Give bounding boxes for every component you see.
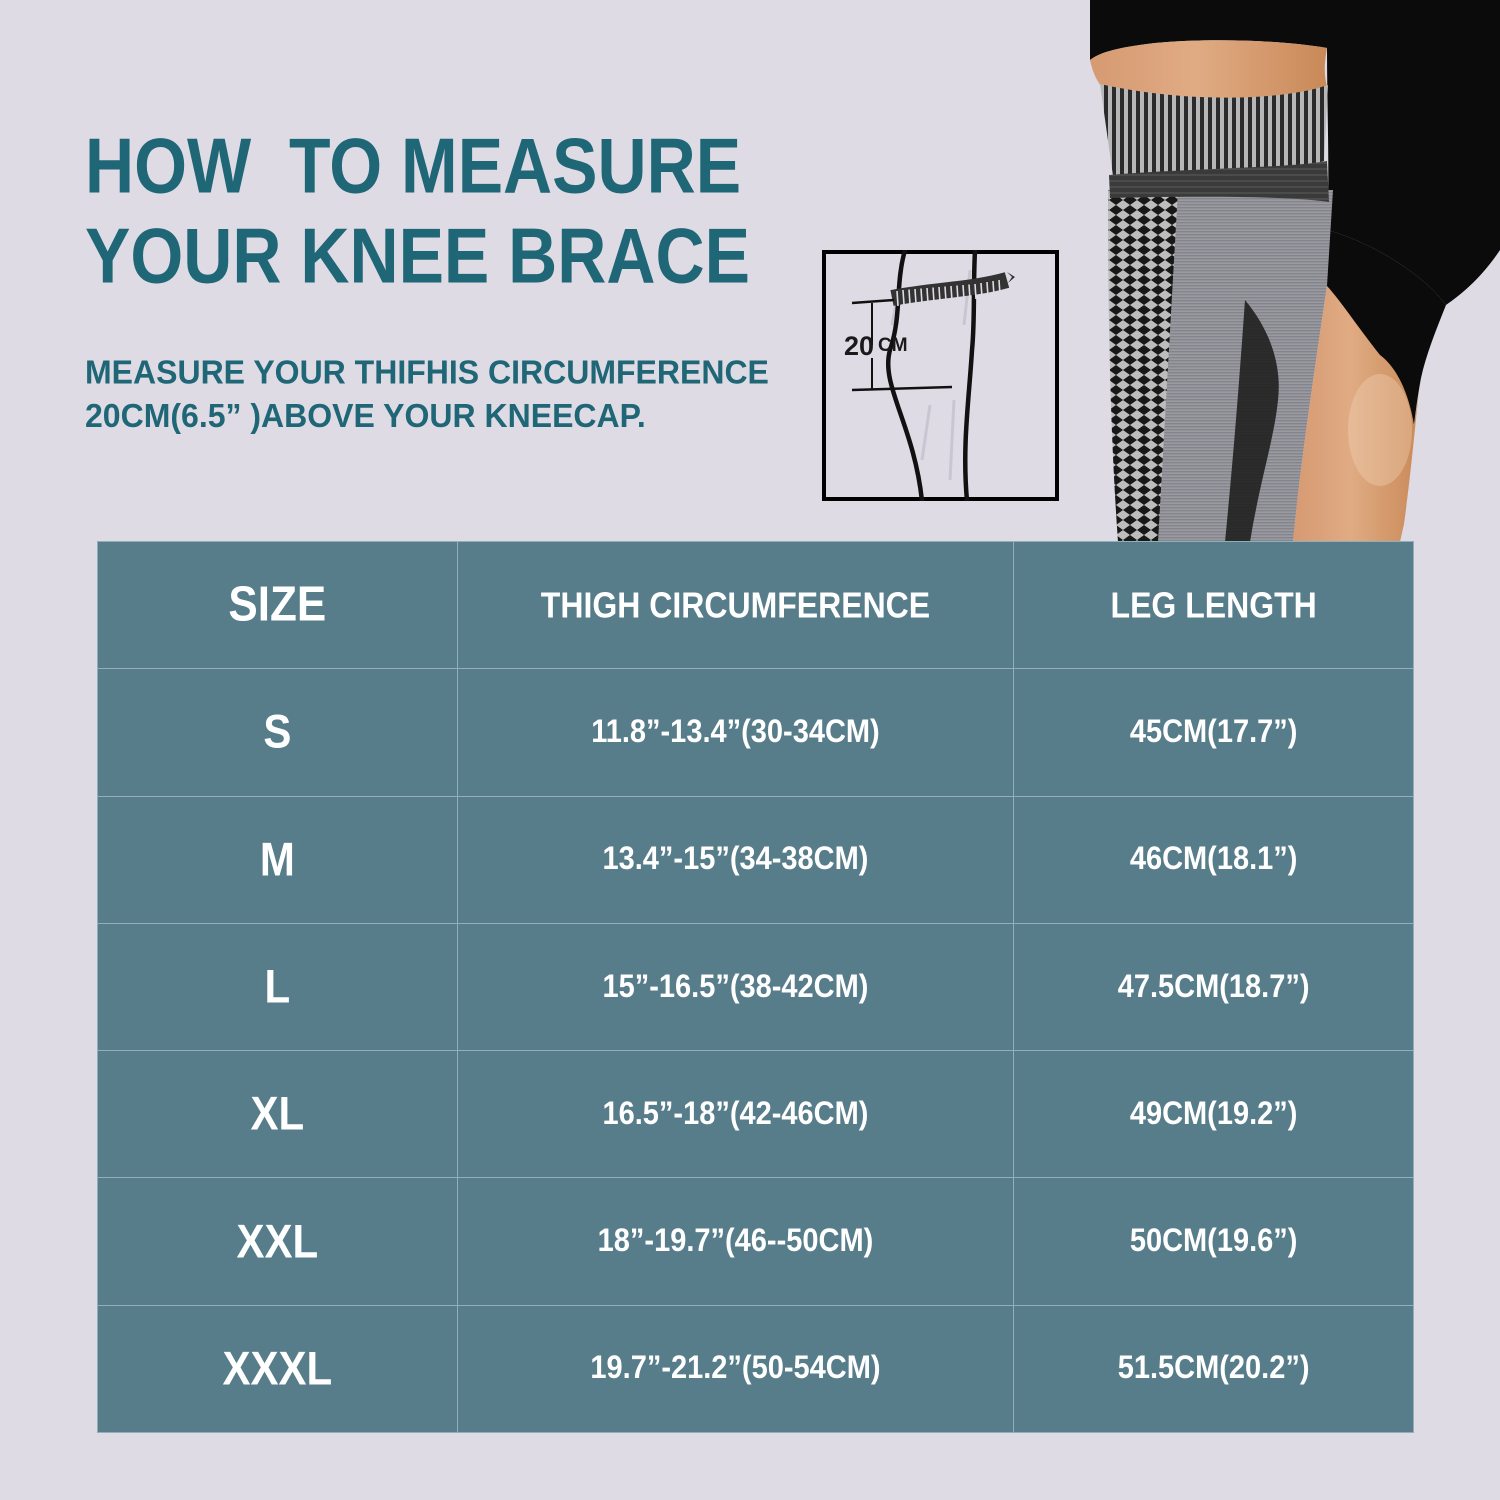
svg-text:CM: CM [878, 335, 908, 356]
svg-text:20: 20 [844, 331, 874, 361]
